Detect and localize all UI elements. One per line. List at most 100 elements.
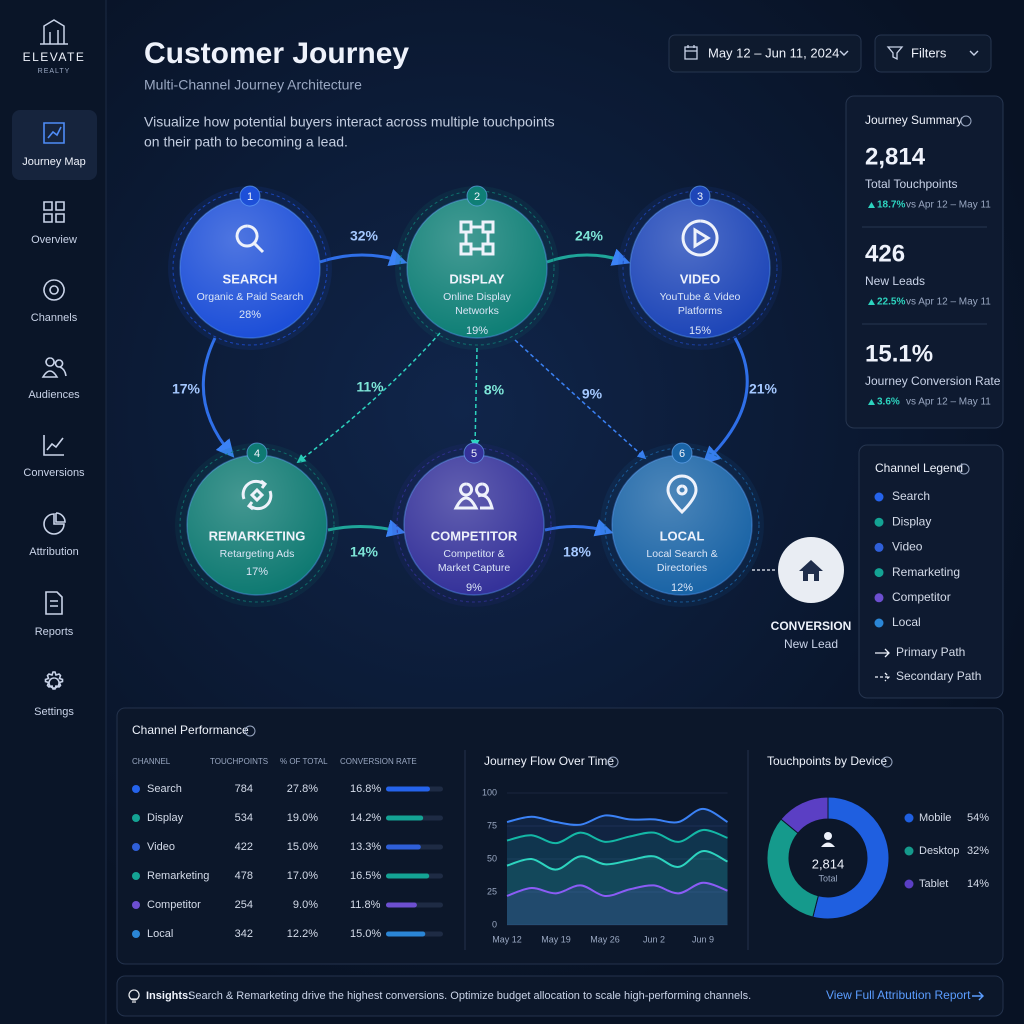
metric-value: 15.1%	[865, 340, 933, 367]
node-icon	[241, 479, 273, 511]
table-cell: 14.2%	[350, 812, 381, 824]
insights-text: Search & Remarketing drive the highest c…	[188, 990, 751, 1002]
node-icon	[666, 474, 698, 515]
insights-bar	[116, 975, 1004, 1017]
nav-item: Conversions	[23, 467, 85, 479]
table-cell: Search	[147, 783, 182, 795]
date-range: May 12 – Jun 11, 2024	[708, 45, 839, 60]
secondary-arrow	[875, 672, 890, 682]
edge-label: 18%	[563, 544, 592, 560]
chart-title: Journey Flow Over Time	[484, 754, 614, 768]
filters-label: Filters	[911, 45, 947, 60]
nav-icon	[44, 671, 64, 690]
edge-label: 11%	[356, 379, 384, 395]
table-cell: 15.0%	[287, 841, 318, 853]
row-dot	[132, 843, 140, 851]
table-cell: Remarketing	[147, 870, 209, 882]
up-triangle	[868, 299, 875, 305]
node-shine	[612, 455, 752, 595]
nav-icon	[43, 122, 65, 144]
donut-segment	[780, 796, 829, 834]
node-shine	[404, 455, 544, 595]
nav-item: Audiences	[28, 389, 80, 401]
info-icon	[607, 756, 619, 768]
table-cell: Display	[147, 812, 184, 824]
description: Visualize how potential buyers interact …	[144, 114, 555, 130]
nav-item: Overview	[31, 234, 77, 246]
nav-icon	[43, 279, 65, 301]
donut-center-icon	[821, 842, 835, 847]
row-dot	[132, 901, 140, 909]
x-tick-label: May 12	[492, 934, 522, 944]
house-door	[808, 574, 814, 581]
table-cell: 16.5%	[350, 870, 381, 882]
node-number: 4	[254, 448, 260, 460]
arrow	[514, 339, 647, 460]
legend-item: Local	[892, 615, 921, 629]
edge-label: 9%	[582, 386, 603, 402]
series-line	[506, 850, 728, 871]
edge-label: 21%	[749, 381, 778, 397]
y-tick-label: 100	[482, 787, 497, 797]
table-cell: Video	[147, 841, 175, 853]
series-line	[506, 807, 729, 826]
node-icon	[453, 482, 494, 510]
node-number: 6	[679, 448, 685, 460]
table-cell: 254	[235, 899, 253, 911]
table-cell: 11.8%	[350, 899, 381, 911]
table-cell: 13.3%	[350, 841, 381, 853]
legend-item: Competitor	[892, 590, 951, 604]
info-icon	[958, 463, 970, 475]
node-subtitle: Market Capture	[438, 562, 511, 574]
legend-item: Remarketing	[892, 565, 960, 579]
data-label: 14%	[967, 878, 989, 890]
chevron	[969, 50, 979, 56]
legend-item: Display	[892, 514, 931, 528]
insights-link: View Full Attribution Report	[826, 988, 971, 1002]
nav-icon	[45, 591, 63, 615]
info-icon	[960, 115, 972, 127]
legend-item: Video	[892, 540, 923, 554]
node-badge	[466, 185, 488, 207]
legend-dot	[874, 492, 884, 502]
node-share: 15%	[689, 325, 711, 337]
node-shine	[407, 198, 547, 338]
table-cell: 9.0%	[293, 899, 318, 911]
donut-center-value: 2,814	[812, 856, 845, 871]
filter-icon	[886, 46, 904, 61]
node-share: 12%	[671, 582, 693, 594]
legend-dot	[904, 846, 914, 856]
data-label: 32%	[967, 845, 989, 857]
y-tick-label: 0	[492, 919, 497, 929]
table-header: TOUCHPOINTS	[210, 757, 268, 766]
rate-bar	[386, 786, 430, 792]
node-subtitle: Competitor &	[443, 548, 504, 560]
table-cell: 27.8%	[287, 783, 318, 795]
arrow	[546, 248, 631, 266]
legend-dot	[904, 879, 914, 889]
data-label: 54%	[967, 812, 989, 824]
up-triangle	[868, 399, 875, 405]
legend-item: Search	[892, 489, 930, 503]
node-share: 17%	[246, 566, 268, 578]
metric-change: 18.7%	[877, 200, 905, 211]
node-title: DISPLAY	[449, 271, 504, 286]
rate-bar	[386, 873, 430, 879]
series-area	[507, 829, 728, 925]
arrow	[544, 519, 614, 537]
metric-compare: vs Apr 12 – May 11	[906, 200, 991, 211]
insights-label: Insights:	[146, 990, 192, 1002]
metric-label: Total Touchpoints	[865, 177, 958, 191]
chevron	[839, 50, 849, 56]
node-shine	[180, 198, 320, 338]
nav-icon	[41, 357, 67, 378]
node-subtitle: Local Search &	[646, 548, 717, 560]
chart-title: Touchpoints by Device	[767, 754, 887, 768]
metric-value: 426	[865, 240, 905, 267]
node-number: 1	[247, 191, 253, 203]
nav-item: Journey Map	[22, 156, 86, 168]
donut-segment	[812, 796, 890, 920]
info-icon	[881, 756, 893, 768]
edge-label: 24%	[575, 228, 604, 244]
node-icon	[235, 224, 265, 254]
